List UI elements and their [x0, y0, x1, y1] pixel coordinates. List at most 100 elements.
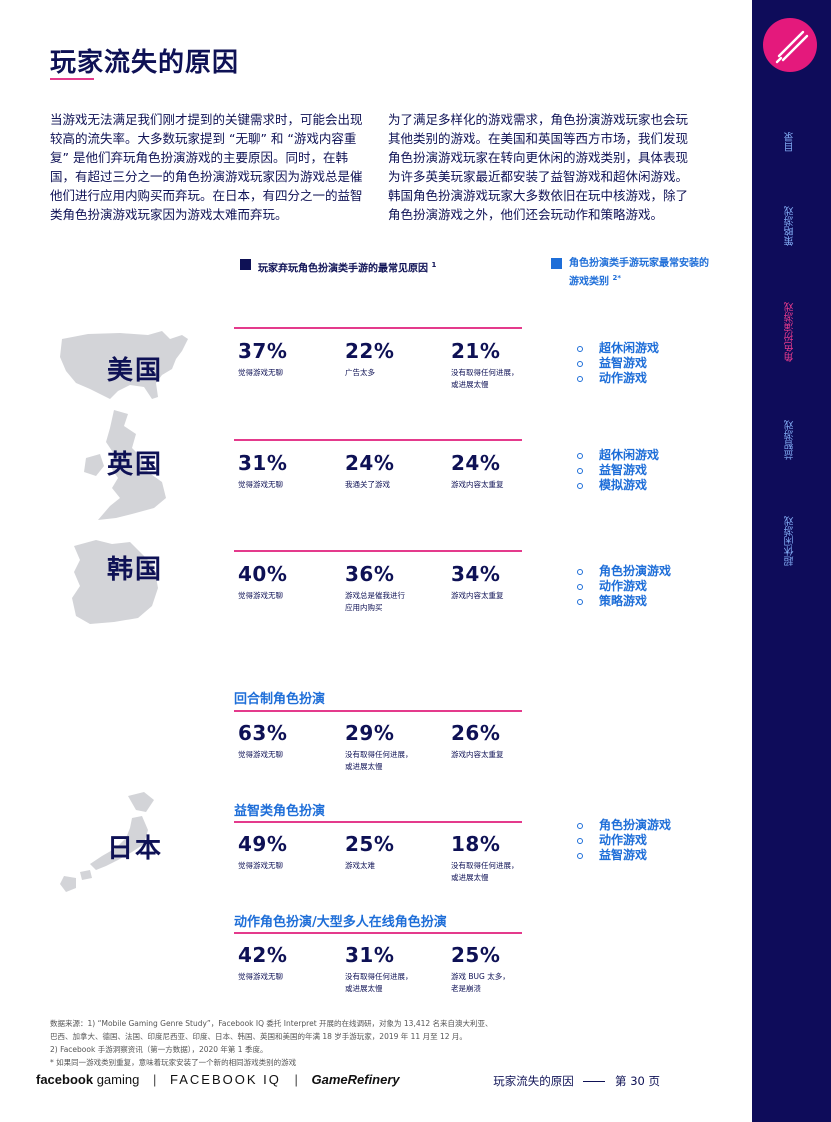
sidebar-item-label: 益智游戏 — [784, 420, 796, 460]
stat-item: 31% 觉得游戏无聊 — [238, 452, 343, 491]
legend-installed: 角色扮演类手游玩家最常安装的游戏类别 2* — [551, 257, 711, 289]
sidebar-item-label: 角色扮演游戏 — [784, 302, 796, 362]
divider-line — [234, 327, 522, 329]
stat-percent: 24% — [345, 451, 395, 475]
footnote-line: * 如果同一游戏类别重复，意味着玩家安装了一个新的相同游戏类别的游戏 — [50, 1058, 297, 1067]
sidebar-item-label: 目录 — [784, 132, 796, 152]
page-title: 玩家流失的原因 — [50, 48, 240, 78]
stat-label: 没有取得任何进展， 或进展太慢 — [345, 972, 413, 993]
stat-label: 游戏太难 — [345, 861, 375, 870]
stat-label: 广告太多 — [345, 368, 375, 377]
footer-dash — [583, 1081, 606, 1082]
legend-reasons: 玩家弃玩角色扮演类手游的最常见原因 1 — [240, 258, 540, 276]
legend-square-icon — [551, 258, 562, 269]
stat-percent: 36% — [345, 562, 395, 586]
list-item: 角色扮演游戏 — [575, 818, 735, 833]
list-item: 策略游戏 — [575, 594, 735, 609]
segment-heading: 回合制角色扮演 — [234, 692, 326, 707]
stat-percent: 31% — [345, 943, 395, 967]
country-name-uk: 英国 — [107, 450, 164, 480]
facebook-logo: facebook — [36, 1072, 94, 1087]
sidebar-item-label: 策略游戏 — [784, 206, 796, 246]
list-item: 动作游戏 — [575, 833, 735, 848]
sidebar-item-puzzle[interactable]: 益智游戏 — [772, 414, 808, 466]
sidebar-item-contents[interactable]: 目录 — [772, 128, 808, 156]
legend-installed-sup: 2* — [612, 274, 622, 282]
stat-percent: 24% — [451, 451, 501, 475]
stat-percent: 42% — [238, 943, 288, 967]
stat-percent: 21% — [451, 339, 501, 363]
gaming-logo-text: gaming — [96, 1072, 140, 1087]
sidebar-item-rpg[interactable]: 角色扮演游戏 — [772, 298, 808, 366]
stat-label: 游戏内容太重复 — [451, 750, 504, 759]
stat-percent: 40% — [238, 562, 288, 586]
stat-percent: 37% — [238, 339, 288, 363]
pen-tool-icon[interactable] — [763, 18, 817, 72]
stat-percent: 26% — [451, 721, 501, 745]
sidebar-item-hypercasual[interactable]: 超休闲游戏 — [772, 510, 808, 572]
stat-label: 游戏内容太重复 — [451, 480, 504, 489]
stat-item: 37% 觉得游戏无聊 — [238, 340, 343, 379]
list-item: 动作游戏 — [575, 579, 735, 594]
pen-tool-icon — [775, 30, 809, 64]
country-name-korea: 韩国 — [107, 555, 164, 585]
list-item: 角色扮演游戏 — [575, 564, 735, 579]
stat-percent: 34% — [451, 562, 501, 586]
sidebar-item-strategy[interactable]: 策略游戏 — [772, 200, 808, 252]
stat-item: 42% 觉得游戏无聊 — [238, 944, 343, 983]
usa-map-icon — [60, 331, 188, 399]
segment-heading: 益智类角色扮演 — [234, 804, 326, 819]
footer-section-title: 玩家流失的原因 — [493, 1074, 574, 1088]
legend-square-icon — [240, 259, 251, 270]
page: 玩家流失的原因 当游戏无法满足我们刚才提到的关键需求时，可能会出现较高的流失率。… — [36, 48, 735, 1089]
stat-item: 21% 没有取得任何进展， 或进展太慢 — [451, 340, 556, 391]
stat-percent: 31% — [238, 451, 288, 475]
stat-label: 没有取得任何进展， 或进展太慢 — [345, 750, 413, 771]
installed-games-list: 超休闲游戏 益智游戏 模拟游戏 — [575, 448, 735, 493]
stat-item: 18% 没有取得任何进展， 或进展太慢 — [451, 833, 556, 884]
stat-item: 31% 没有取得任何进展， 或进展太慢 — [345, 944, 450, 995]
gamerefinery-logo: GameRefinery — [311, 1072, 400, 1087]
stat-label: 游戏内容太重复 — [451, 591, 504, 600]
stat-label: 觉得游戏无聊 — [238, 972, 283, 981]
divider-line — [234, 710, 522, 712]
divider-line — [234, 821, 522, 823]
list-item: 益智游戏 — [575, 848, 735, 863]
divider-line — [234, 550, 522, 552]
stat-label: 觉得游戏无聊 — [238, 861, 283, 870]
footnotes: 数据来源：1) “Mobile Gaming Genre Study”，Face… — [50, 1017, 610, 1069]
legend-reasons-label: 玩家弃玩角色扮演类手游的最常见原因 — [258, 263, 428, 275]
page-number: 第 30 页 — [615, 1074, 660, 1088]
country-name-japan: 日本 — [107, 834, 164, 864]
stat-label: 觉得游戏无聊 — [238, 591, 283, 600]
footer-separator: | — [152, 1072, 157, 1087]
footnote-line: 巴西、加拿大、德国、法国、印度尼西亚、印度、日本、韩国、英国和美国的年满 18 … — [50, 1032, 467, 1041]
stat-item: 29% 没有取得任何进展， 或进展太慢 — [345, 722, 450, 773]
stat-item: 24% 游戏内容太重复 — [451, 452, 556, 491]
stat-label: 没有取得任何进展， 或进展太慢 — [451, 368, 519, 389]
list-item: 超休闲游戏 — [575, 341, 735, 356]
stat-item: 22% 广告太多 — [345, 340, 450, 379]
stat-item: 34% 游戏内容太重复 — [451, 563, 556, 602]
list-item: 超休闲游戏 — [575, 448, 735, 463]
stat-percent: 18% — [451, 832, 501, 856]
intro-left-paragraph: 当游戏无法满足我们刚才提到的关键需求时，可能会出现较高的流失率。大多数玩家提到 … — [50, 112, 363, 222]
divider-line — [234, 439, 522, 441]
stat-percent: 49% — [238, 832, 288, 856]
footer-page-info: 玩家流失的原因 第 30 页 — [493, 1073, 660, 1089]
list-item: 益智游戏 — [575, 356, 735, 371]
title-underline — [50, 78, 94, 80]
uk-map-icon — [84, 410, 166, 520]
japan-map-icon — [60, 792, 154, 892]
facebook-iq-logo: FACEBOOK IQ — [169, 1072, 281, 1087]
stat-item: 24% 我通关了游戏 — [345, 452, 450, 491]
stat-percent: 63% — [238, 721, 288, 745]
intro-right-paragraph: 为了满足多样化的游戏需求，角色扮演游戏玩家也会玩其他类别的游戏。在美国和英国等西… — [388, 112, 689, 222]
footnote-line: 2) Facebook 手游洞察资讯（第一方数据），2020 年第 1 季度。 — [50, 1045, 268, 1054]
stat-label: 觉得游戏无聊 — [238, 480, 283, 489]
sidebar-nav — [752, 0, 831, 1122]
stat-item: 36% 游戏总是催我进行 应用内购买 — [345, 563, 450, 614]
segment-heading: 动作角色扮演/大型多人在线角色扮演 — [234, 915, 447, 930]
installed-games-list: 角色扮演游戏 动作游戏 策略游戏 — [575, 564, 735, 609]
stat-label: 游戏总是催我进行 应用内购买 — [345, 591, 405, 612]
